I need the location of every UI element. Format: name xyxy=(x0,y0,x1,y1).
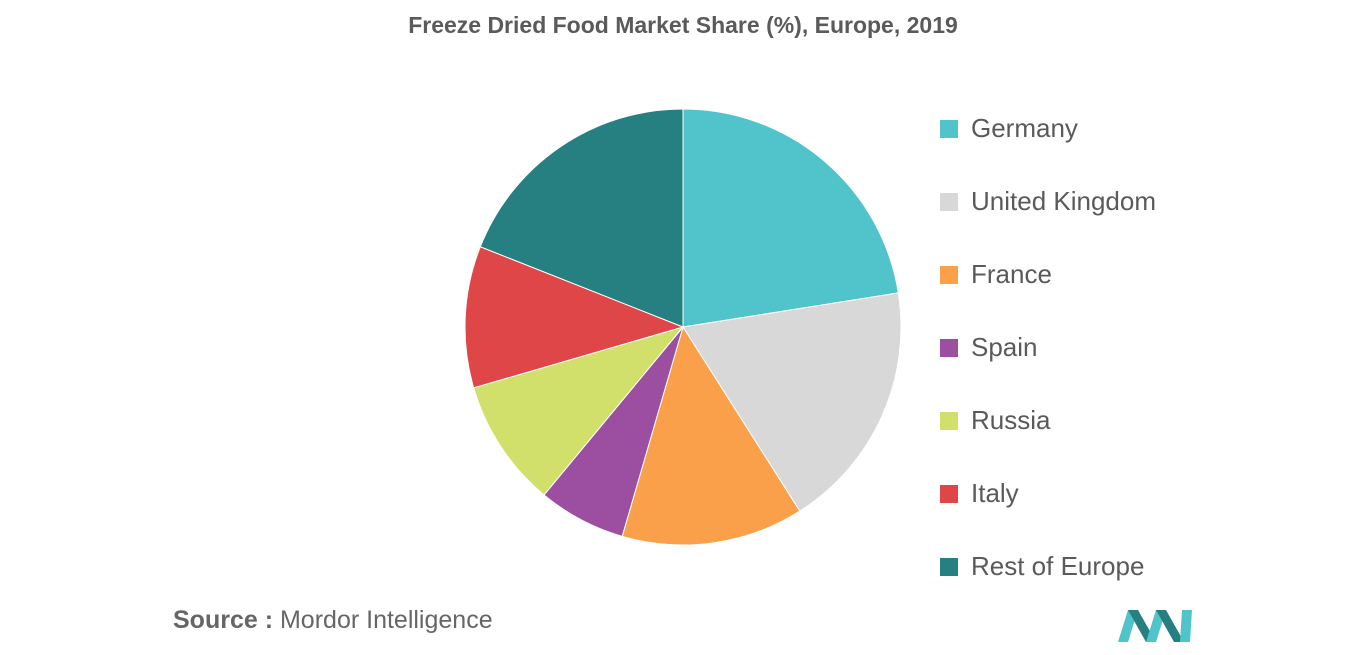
legend-label: United Kingdom xyxy=(971,186,1156,216)
logo-right-stroke xyxy=(1180,610,1192,642)
legend-item-france: France xyxy=(940,238,1156,311)
pie-slice-italy xyxy=(464,246,685,389)
pie-slice-germany xyxy=(682,108,899,328)
pie-slice-rest-of-europe xyxy=(479,108,684,328)
pie-slice-russia xyxy=(473,326,685,496)
legend-label: Spain xyxy=(971,332,1038,362)
legend-swatch xyxy=(940,411,958,430)
legend-item-russia: Russia xyxy=(940,384,1156,457)
legend-label: France xyxy=(971,259,1052,289)
chart-legend: Germany United Kingdom France Spain Russia It… xyxy=(940,92,1156,603)
source-note: Source : Mordor Intelligence xyxy=(173,606,493,635)
mordor-intelligence-logo xyxy=(1118,610,1192,642)
legend-item-united-kingdom: United Kingdom xyxy=(940,165,1156,238)
legend-item-rest-of-europe: Rest of Europe xyxy=(940,530,1156,603)
legend-item-italy: Italy xyxy=(940,457,1156,530)
legend-item-germany: Germany xyxy=(940,92,1156,165)
legend-swatch xyxy=(940,265,958,284)
legend-label: Russia xyxy=(971,405,1051,435)
source-label: Source : xyxy=(173,606,274,634)
pie-slices xyxy=(464,108,902,546)
legend-item-spain: Spain xyxy=(940,311,1156,384)
legend-swatch xyxy=(940,557,958,576)
legend-label: Italy xyxy=(971,478,1019,508)
legend-label: Rest of Europe xyxy=(971,551,1145,581)
legend-label: Germany xyxy=(971,113,1078,143)
chart-title: Freeze Dried Food Market Share (%), Euro… xyxy=(408,12,958,38)
legend-swatch xyxy=(940,119,958,138)
legend-swatch xyxy=(940,484,958,503)
source-text: Mordor Intelligence xyxy=(279,606,493,634)
pie-slice-united-kingdom xyxy=(682,292,902,512)
pie-slice-france xyxy=(621,325,801,546)
legend-swatch xyxy=(940,338,958,357)
legend-swatch xyxy=(940,192,958,211)
logo-right-shade xyxy=(1156,610,1184,642)
